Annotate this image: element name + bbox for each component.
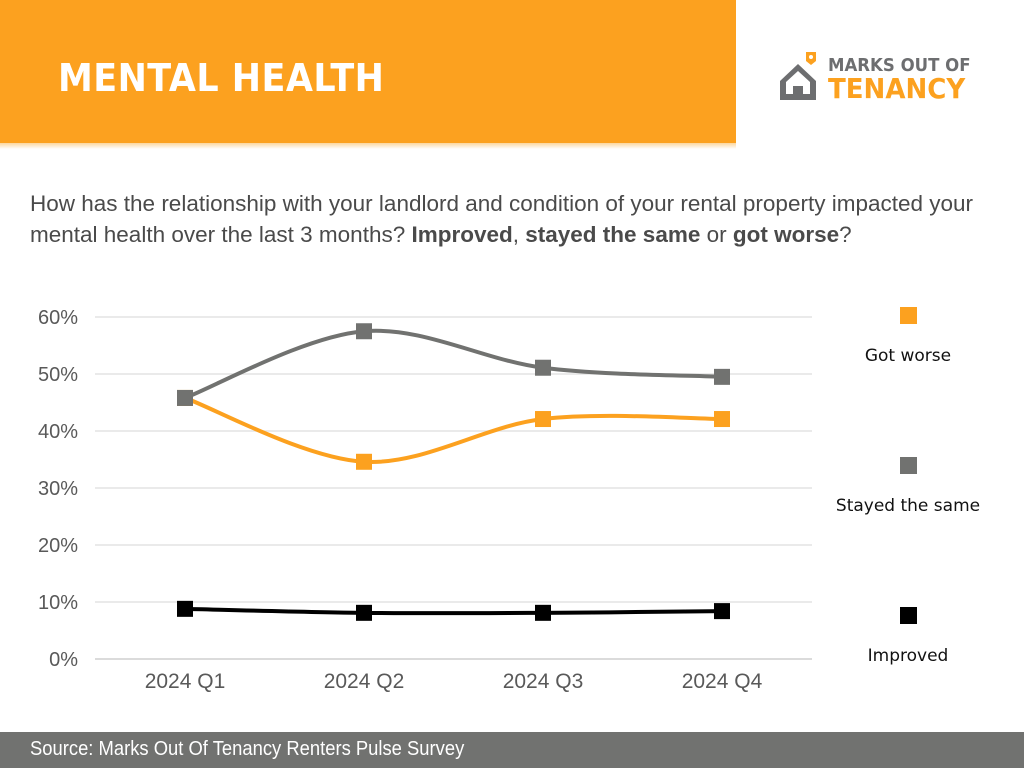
question-intro: How has the relationship with your landl… <box>30 191 974 247</box>
header-band: MENTAL HEALTH <box>0 0 736 149</box>
option-improved: Improved <box>411 222 513 247</box>
data-point-stayed-the-same[interactable] <box>356 323 372 340</box>
question-separator: or <box>700 222 733 247</box>
data-point-got-worse[interactable] <box>356 453 372 470</box>
y-tick-label: 40% <box>38 421 78 443</box>
line-chart: 0%10%20%30%40%50%60% 2024 Q1 2024 Q2 2024 … <box>38 307 812 693</box>
x-tick-label: 2024 Q2 <box>324 670 405 693</box>
x-axis-ticks: 2024 Q1 2024 Q2 2024 Q3 2024 Q4 <box>145 670 763 693</box>
y-tick-label: 20% <box>38 535 78 557</box>
y-tick-label: 30% <box>38 478 78 500</box>
y-tick-label: 60% <box>38 307 78 329</box>
page-title: MENTAL HEALTH <box>58 56 385 100</box>
logo-text-top: MARKS OUT OF <box>828 55 971 76</box>
source-note: Source: Marks Out Of Tenancy Renters Pul… <box>30 738 465 760</box>
data-point-got-worse[interactable] <box>535 411 551 428</box>
legend-label: Improved <box>867 646 949 666</box>
legend-label: Stayed the same <box>835 496 981 516</box>
legend-swatch <box>899 307 917 324</box>
x-tick-label: 2024 Q4 <box>682 670 763 693</box>
data-point-stayed-the-same[interactable] <box>177 389 193 406</box>
legend-item-improved[interactable]: Improved <box>818 607 998 666</box>
legend-item-stayed-the-same[interactable]: Stayed the same <box>818 457 998 516</box>
legend-swatch <box>899 607 917 624</box>
option-stayed-same: stayed the same <box>525 222 701 247</box>
y-tick-label: 0% <box>49 649 78 671</box>
series-lines <box>183 328 724 616</box>
brand-logo: MARKS OUT OF TENANCY <box>778 50 998 106</box>
y-axis-ticks: 0% 10% 20% 30% 40% 50% 60% <box>38 307 78 671</box>
data-point-improved[interactable] <box>535 604 551 621</box>
legend-item-got-worse[interactable]: Got worse <box>818 307 998 366</box>
series-line-improved <box>183 606 724 616</box>
data-point-stayed-the-same[interactable] <box>714 368 730 385</box>
series-line-got-worse <box>183 395 724 464</box>
question-separator: , <box>512 222 526 247</box>
data-point-improved[interactable] <box>177 600 193 617</box>
question-end: ? <box>839 222 852 247</box>
data-point-improved[interactable] <box>714 603 730 620</box>
x-tick-label: 2024 Q1 <box>145 670 226 693</box>
y-tick-label: 10% <box>38 592 78 614</box>
option-got-worse: got worse <box>732 222 840 247</box>
data-point-improved[interactable] <box>356 604 372 621</box>
y-tick-label: 50% <box>38 364 78 386</box>
legend-label: Got worse <box>864 346 952 366</box>
house-icon <box>780 52 816 100</box>
footer-bar: Source: Marks Out Of Tenancy Renters Pul… <box>0 732 1024 768</box>
survey-question: How has the relationship with your landl… <box>30 188 1005 250</box>
legend-swatch <box>899 457 917 474</box>
series-markers <box>177 323 730 621</box>
data-point-got-worse[interactable] <box>714 411 730 428</box>
data-point-stayed-the-same[interactable] <box>535 359 551 376</box>
x-tick-label: 2024 Q3 <box>503 670 584 693</box>
logo-text-bottom: TENANCY <box>828 72 966 105</box>
series-line-stayed-the-same <box>183 328 724 400</box>
